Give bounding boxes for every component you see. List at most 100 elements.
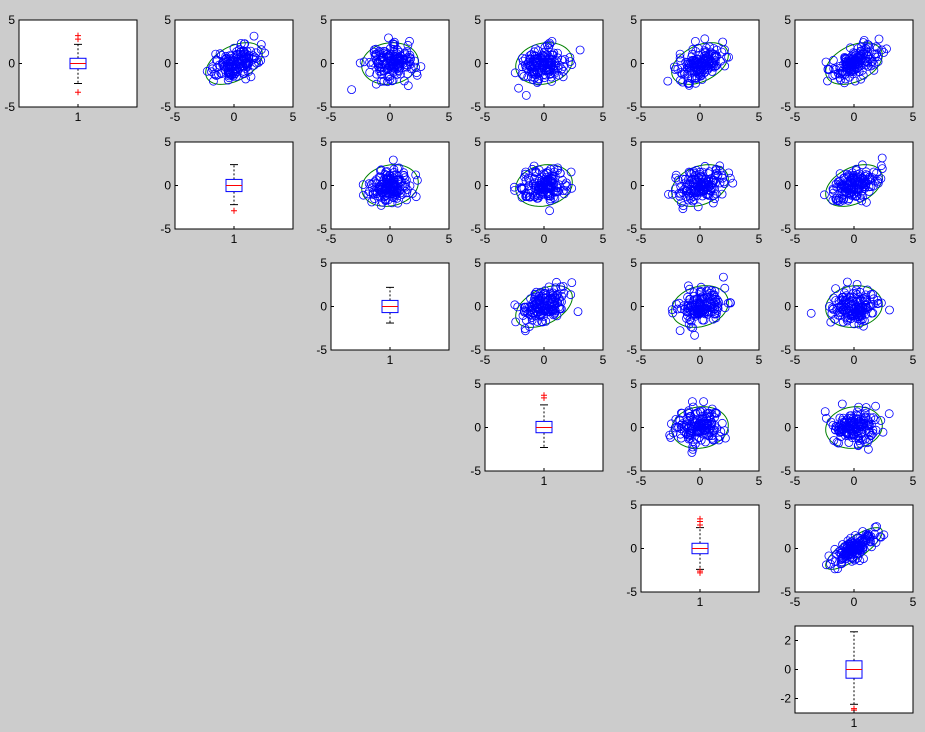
scatter-panel-r4-c6: -5 0 5 -5 0 5 xyxy=(780,377,916,488)
scatter-point xyxy=(375,64,385,73)
x-tick-label: 0 xyxy=(697,110,704,124)
scatter-point xyxy=(676,433,686,443)
scatter-point xyxy=(379,66,389,76)
scatter-panel-r2-c3: -5 0 5 -5 0 5 xyxy=(316,135,452,246)
scatter-point xyxy=(861,182,870,192)
scatter-point xyxy=(710,309,720,319)
scatter-point xyxy=(846,533,856,543)
scatter-point xyxy=(846,424,856,434)
scatter-point xyxy=(575,45,585,55)
scatter-panel-r2-c4: -5 0 5 -5 0 5 xyxy=(470,135,606,246)
x-tick-label: 0 xyxy=(541,353,548,367)
scatter-point xyxy=(861,290,871,300)
scatter-point xyxy=(545,40,554,50)
y-tick-label: 0 xyxy=(320,179,327,193)
y-tick-label: 0 xyxy=(164,57,171,71)
scatter-point xyxy=(877,45,887,55)
scatter-point xyxy=(863,531,873,541)
scatter-point xyxy=(386,186,396,196)
scatter-point xyxy=(689,168,699,178)
scatter-point xyxy=(388,155,398,165)
x-tick-label: 5 xyxy=(910,232,917,246)
scatter-point xyxy=(242,61,252,71)
x-tick-label: -5 xyxy=(480,353,491,367)
scatter-point xyxy=(837,557,847,567)
scatter-point xyxy=(537,51,547,61)
scatter-point xyxy=(697,58,707,67)
scatter-point xyxy=(685,284,694,294)
scatter-point xyxy=(852,431,862,441)
y-tick-label: 2 xyxy=(784,634,791,648)
scatter-point xyxy=(836,75,845,84)
scatter-point xyxy=(559,62,568,71)
scatter-point xyxy=(539,183,549,193)
scatter-point xyxy=(700,161,710,171)
scatter-point xyxy=(708,198,718,208)
scatter-point xyxy=(232,57,242,66)
scatter-point xyxy=(683,300,693,310)
y-tick-label: 5 xyxy=(630,256,637,270)
scatter-point xyxy=(557,291,567,301)
y-tick-label: 0 xyxy=(474,57,481,71)
scatter-point xyxy=(688,44,698,54)
x-tick-label: 0 xyxy=(851,595,858,609)
scatter-point xyxy=(368,178,378,188)
x-tick-label: 5 xyxy=(290,110,297,124)
scatter-point xyxy=(546,72,556,82)
scatter-point xyxy=(700,34,710,44)
scatter-point xyxy=(850,64,860,73)
scatter-point xyxy=(848,311,857,320)
scatter-point xyxy=(403,69,413,79)
scatter-point xyxy=(403,40,413,50)
scatter-point xyxy=(829,436,839,445)
scatter-point xyxy=(844,63,853,72)
scatter-point xyxy=(857,177,867,187)
box-category-label: 1 xyxy=(75,110,82,124)
y-tick-label: -5 xyxy=(4,100,15,114)
y-tick-label: 0 xyxy=(784,542,791,556)
scatter-point xyxy=(376,200,386,210)
scatter-point xyxy=(859,38,868,47)
scatter-point xyxy=(225,70,235,79)
y-tick-label: -5 xyxy=(780,222,791,236)
scatter-point xyxy=(844,422,853,432)
box-category-label: 1 xyxy=(697,595,704,609)
scatter-point xyxy=(864,444,873,454)
scatter-point xyxy=(688,310,697,320)
scatter-point xyxy=(682,420,691,430)
scatter-point xyxy=(241,64,250,73)
scatter-point xyxy=(708,177,718,187)
scatter-point xyxy=(681,183,691,193)
scatter-point xyxy=(544,282,554,292)
scatter-point xyxy=(832,305,842,315)
scatter-point xyxy=(835,73,844,82)
scatter-point xyxy=(841,307,851,317)
scatter-point xyxy=(713,303,723,313)
scatter-point xyxy=(719,272,728,282)
scatter-point xyxy=(710,194,720,204)
scatter-point xyxy=(862,57,872,67)
scatter-point xyxy=(876,416,886,425)
y-tick-label: 5 xyxy=(320,256,327,270)
scatter-point xyxy=(849,173,859,183)
scatter-point xyxy=(383,77,392,87)
scatter-point xyxy=(858,180,867,190)
scatter-point xyxy=(211,71,221,80)
scatter-point xyxy=(873,57,883,67)
scatter-point xyxy=(673,175,683,185)
x-tick-label: -5 xyxy=(480,110,491,124)
scatter-point xyxy=(717,170,727,180)
scatter-point xyxy=(671,414,681,424)
scatter-point xyxy=(685,294,694,304)
scatter-point xyxy=(838,69,848,79)
scatter-point xyxy=(820,407,830,417)
scatter-point xyxy=(697,307,707,317)
scatter-point xyxy=(854,432,863,441)
x-tick-label: 0 xyxy=(697,232,704,246)
scatter-point xyxy=(856,410,865,420)
scatter-point xyxy=(260,48,270,58)
y-tick-label: 5 xyxy=(474,256,481,270)
scatter-point xyxy=(388,39,398,48)
y-tick-label: 0 xyxy=(630,300,637,314)
scatter-point xyxy=(707,67,717,76)
